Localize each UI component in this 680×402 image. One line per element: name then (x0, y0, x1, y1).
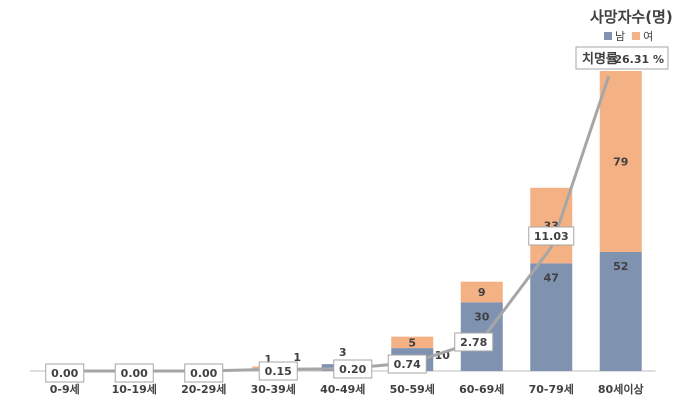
bar-label-female: 79 (613, 155, 628, 168)
x-tick-label: 70-79세 (529, 382, 574, 396)
rate-callout-value: 26.31 % (614, 53, 664, 66)
rate-value-box (45, 363, 85, 383)
rate-value-label: 0.20 (339, 363, 366, 376)
bar-male (599, 251, 642, 371)
rate-callout-box (575, 46, 669, 70)
x-tick-label: 80세이상 (598, 382, 644, 396)
legend-label-female: 여 (643, 30, 654, 43)
rate-value-label: 0.00 (51, 367, 78, 380)
bar-label-male: 1 (293, 351, 301, 364)
rate-value-label: 0.00 (121, 367, 148, 380)
rate-value-box (333, 359, 373, 379)
rate-value-label: 2.78 (460, 336, 487, 349)
bar-label-male: 52 (613, 260, 628, 273)
bar-label-male: 3 (339, 346, 347, 359)
rate-value-box (387, 354, 427, 374)
bar-female (460, 281, 503, 303)
bar-label-male: 30 (474, 310, 490, 323)
x-tick-label: 0-9세 (50, 382, 80, 396)
bar-label-female: 1 (264, 353, 272, 366)
rate-value-box (258, 361, 298, 381)
rate-value-label: 0.15 (265, 365, 292, 378)
bar-male (530, 263, 573, 371)
bar-female (391, 336, 434, 349)
rate-callout-prefix: 치명률 (582, 51, 618, 67)
x-tick-label: 30-39세 (251, 382, 296, 396)
bar-female (599, 71, 642, 252)
legend-label-male: 남 (615, 30, 626, 43)
rate-value-label: 0.74 (394, 358, 421, 371)
rate-line (64, 75, 611, 373)
bar-label-male: 47 (544, 271, 559, 284)
legend-swatch-female (632, 32, 641, 40)
x-tick-label: 20-29세 (181, 382, 226, 396)
rate-value-label: 0.00 (190, 367, 217, 380)
rate-value-label: 11.03 (534, 230, 569, 243)
x-tick-label: 60-69세 (459, 382, 504, 396)
rate-value-box (528, 226, 575, 246)
rate-value-box (114, 363, 154, 383)
rate-value-box (184, 363, 224, 383)
x-tick-label: 50-59세 (390, 382, 435, 396)
bar-female (530, 187, 573, 264)
x-tick-label: 40-49세 (320, 382, 365, 396)
bar-label-female: 5 (408, 336, 416, 349)
legend-title: 사망자수(명) (590, 8, 673, 26)
legend: 남 여 (604, 28, 653, 44)
bar-label-female: 9 (478, 286, 486, 299)
legend-swatch-male (604, 32, 612, 40)
rate-value-box (454, 332, 494, 352)
x-tick-label: 10-19세 (112, 382, 157, 396)
